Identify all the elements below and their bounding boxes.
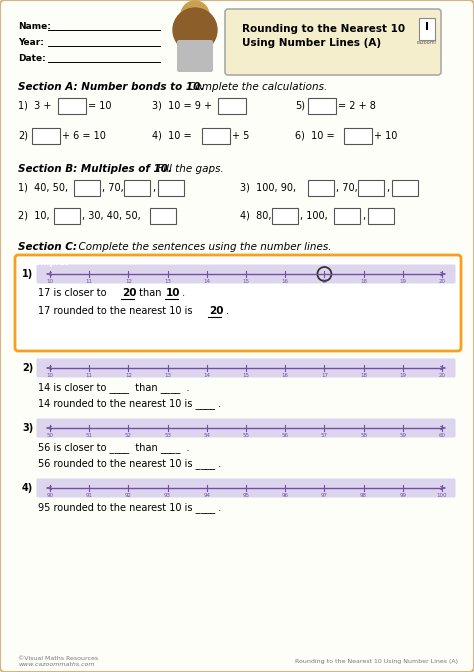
Text: 17 rounded to the nearest 10 is: 17 rounded to the nearest 10 is xyxy=(38,306,196,316)
Text: 51: 51 xyxy=(86,433,93,438)
Text: , 70,: , 70, xyxy=(102,183,124,193)
Text: 6)  10 =: 6) 10 = xyxy=(295,131,335,141)
Text: 90: 90 xyxy=(46,493,54,498)
Bar xyxy=(32,128,60,144)
Text: 55: 55 xyxy=(243,433,249,438)
Text: 54: 54 xyxy=(203,433,210,438)
Text: Date:: Date: xyxy=(18,54,46,63)
Text: 4): 4) xyxy=(22,483,33,493)
FancyBboxPatch shape xyxy=(36,358,456,378)
Text: 3)  10 = 9 +: 3) 10 = 9 + xyxy=(152,101,212,111)
Text: 59: 59 xyxy=(399,433,406,438)
Bar xyxy=(358,180,384,196)
FancyBboxPatch shape xyxy=(419,18,435,40)
Text: 14 is closer to ____  than ____  .: 14 is closer to ____ than ____ . xyxy=(38,382,190,393)
Text: 56 is closer to ____  than ____  .: 56 is closer to ____ than ____ . xyxy=(38,442,190,453)
FancyBboxPatch shape xyxy=(16,254,82,272)
Text: 17: 17 xyxy=(321,373,328,378)
Text: = 2 + 8: = 2 + 8 xyxy=(338,101,376,111)
FancyBboxPatch shape xyxy=(177,40,213,72)
Bar xyxy=(334,208,360,224)
Text: 2)  10,: 2) 10, xyxy=(18,211,50,221)
Text: razoom!: razoom! xyxy=(417,40,438,45)
Text: 10: 10 xyxy=(46,279,54,284)
Text: Example:: Example: xyxy=(22,258,69,267)
Text: 56: 56 xyxy=(282,433,289,438)
Text: 11: 11 xyxy=(86,373,93,378)
Bar xyxy=(272,208,298,224)
Text: 4)  10 =: 4) 10 = xyxy=(152,131,191,141)
Text: 1): 1) xyxy=(22,269,33,279)
Text: ©Visual Maths Resources: ©Visual Maths Resources xyxy=(18,656,98,661)
Text: ,: , xyxy=(386,183,389,193)
Text: 13: 13 xyxy=(164,373,171,378)
Bar xyxy=(58,98,86,114)
Bar xyxy=(54,208,80,224)
Text: Name:: Name: xyxy=(18,22,51,31)
Text: 16: 16 xyxy=(282,279,289,284)
Text: 15: 15 xyxy=(243,279,249,284)
Circle shape xyxy=(181,1,209,29)
Text: .: . xyxy=(179,288,185,298)
Circle shape xyxy=(173,8,217,52)
Text: 92: 92 xyxy=(125,493,132,498)
Text: 50: 50 xyxy=(46,433,54,438)
Text: 10: 10 xyxy=(166,288,181,298)
Text: 56 rounded to the nearest 10 is ____ .: 56 rounded to the nearest 10 is ____ . xyxy=(38,458,221,469)
Text: 58: 58 xyxy=(360,433,367,438)
Bar xyxy=(158,180,184,196)
Text: Rounding to the Nearest 10: Rounding to the Nearest 10 xyxy=(242,24,405,34)
Bar xyxy=(308,98,336,114)
Text: 1)  40, 50,: 1) 40, 50, xyxy=(18,183,68,193)
Text: 96: 96 xyxy=(282,493,289,498)
Text: 3)  100, 90,: 3) 100, 90, xyxy=(240,183,296,193)
Text: 98: 98 xyxy=(360,493,367,498)
Text: than: than xyxy=(136,288,164,298)
Text: 60: 60 xyxy=(438,433,446,438)
Text: Complete the sentences using the number lines.: Complete the sentences using the number … xyxy=(72,242,331,252)
Text: 11: 11 xyxy=(86,279,93,284)
Bar xyxy=(218,98,246,114)
Text: 57: 57 xyxy=(321,433,328,438)
Text: , 100,: , 100, xyxy=(300,211,328,221)
Text: 20: 20 xyxy=(438,373,446,378)
Text: 14: 14 xyxy=(203,373,210,378)
FancyBboxPatch shape xyxy=(15,255,461,351)
Text: Section A: Number bonds to 10.: Section A: Number bonds to 10. xyxy=(18,82,204,92)
Text: 93: 93 xyxy=(164,493,171,498)
Text: 10: 10 xyxy=(46,373,54,378)
Text: 17: 17 xyxy=(321,279,328,284)
Text: 3): 3) xyxy=(22,423,33,433)
Text: ,: , xyxy=(152,183,155,193)
FancyBboxPatch shape xyxy=(36,419,456,437)
Text: 53: 53 xyxy=(164,433,171,438)
Text: 4)  80,: 4) 80, xyxy=(240,211,272,221)
Text: , 30, 40, 50,: , 30, 40, 50, xyxy=(82,211,141,221)
Text: 16: 16 xyxy=(282,373,289,378)
Text: + 5: + 5 xyxy=(232,131,249,141)
Bar xyxy=(392,180,418,196)
Text: 19: 19 xyxy=(399,373,406,378)
Text: 20: 20 xyxy=(122,288,137,298)
Bar xyxy=(124,180,150,196)
Bar xyxy=(308,180,334,196)
Text: www.cazoommaths.com: www.cazoommaths.com xyxy=(18,662,94,667)
Text: 91: 91 xyxy=(86,493,93,498)
Text: 94: 94 xyxy=(203,493,210,498)
Text: 20: 20 xyxy=(209,306,224,316)
Text: .: . xyxy=(223,306,229,316)
Text: Using Number Lines (A): Using Number Lines (A) xyxy=(242,38,381,48)
Text: 17 is closer to: 17 is closer to xyxy=(38,288,109,298)
Text: 52: 52 xyxy=(125,433,132,438)
Text: 95 rounded to the nearest 10 is ____ .: 95 rounded to the nearest 10 is ____ . xyxy=(38,502,221,513)
Text: 18: 18 xyxy=(360,279,367,284)
Text: ,: , xyxy=(362,211,365,221)
Text: = 10: = 10 xyxy=(88,101,111,111)
Text: 18: 18 xyxy=(360,373,367,378)
Text: Section B: Multiples of 10.: Section B: Multiples of 10. xyxy=(18,164,172,174)
Text: Rounding to the Nearest 10 Using Number Lines (A): Rounding to the Nearest 10 Using Number … xyxy=(295,659,458,664)
Bar xyxy=(368,208,394,224)
Text: 99: 99 xyxy=(399,493,406,498)
Text: 5): 5) xyxy=(295,101,305,111)
